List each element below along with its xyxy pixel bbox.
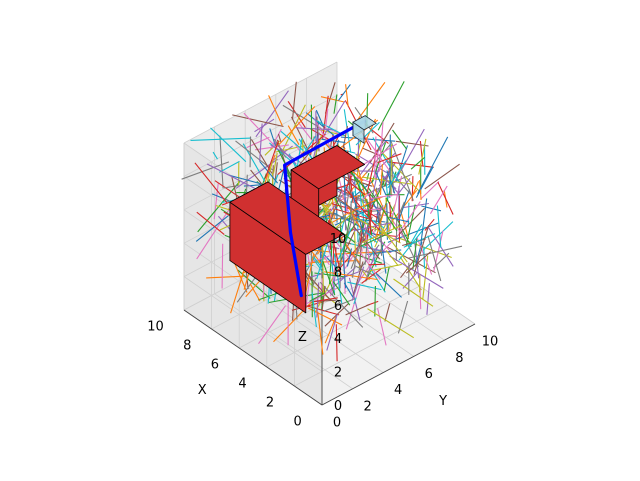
tree-edge — [430, 186, 447, 214]
tree-edge — [409, 246, 463, 258]
z-axis-label: Z — [298, 330, 307, 345]
tree-edge — [394, 129, 424, 183]
x-tick-label: 8 — [183, 339, 191, 354]
x-tick-label: 2 — [266, 396, 274, 411]
tree-edge — [390, 135, 391, 198]
y-axis-label: Y — [438, 394, 447, 409]
tree-edge — [368, 264, 385, 265]
x-tick-label: 6 — [211, 358, 219, 373]
tree-edge — [391, 144, 392, 194]
z-tick-label: 10 — [330, 232, 347, 247]
z-tick-label: 4 — [334, 332, 342, 347]
z-tick-label: 0 — [334, 399, 342, 414]
tree-edge — [378, 81, 404, 130]
y-tick-label: 2 — [363, 399, 371, 414]
y-tick-label: 0 — [333, 416, 341, 431]
tree-edge — [397, 202, 405, 221]
y-tick-label: 6 — [425, 367, 433, 382]
y-tick-label: 8 — [455, 351, 463, 366]
x-axis-label: X — [198, 383, 207, 398]
tree-edge — [222, 244, 223, 289]
x-tick-label: 0 — [294, 415, 302, 430]
tree-edge — [428, 236, 441, 281]
y-tick-label: 10 — [482, 335, 499, 350]
z-tick-label: 2 — [334, 366, 342, 381]
tree-edge — [425, 164, 460, 189]
z-tick-label: 8 — [334, 265, 342, 280]
tree-edge — [370, 193, 371, 235]
y-tick-label: 4 — [394, 383, 402, 398]
tree-edge — [393, 130, 407, 149]
x-tick-label: 10 — [147, 320, 164, 335]
tree-edge — [375, 286, 376, 317]
tree-edge — [399, 189, 410, 219]
z-tick-label: 6 — [334, 299, 342, 314]
tree-edge — [367, 173, 369, 180]
x-tick-label: 4 — [238, 377, 246, 392]
tree-edge — [338, 84, 350, 100]
